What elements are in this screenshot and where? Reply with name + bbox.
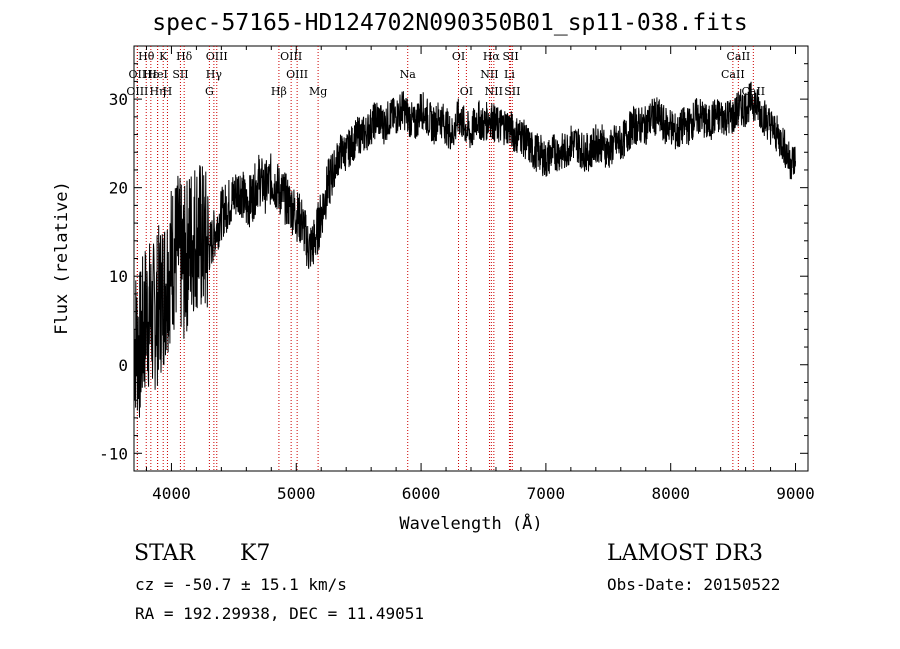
marker-label: OI — [452, 50, 465, 63]
plot-frame — [133, 45, 809, 472]
marker-label: K — [159, 50, 168, 63]
obs-date: Obs-Date: 20150522 — [607, 575, 781, 594]
marker-label: OI — [460, 85, 473, 98]
x-tick-label: 9000 — [776, 484, 815, 503]
marker-label: OIII — [286, 68, 308, 81]
redshift-text: cz = -50.7 ± 15.1 km/s — [135, 575, 347, 594]
object-subclass: K7 — [240, 541, 271, 566]
marker-label: OIII — [126, 85, 148, 98]
marker-label: HeI — [147, 68, 167, 81]
axis-ticks: 4000 5000 6000 7000 8000 9000 -10 0 10 20 30 — [99, 46, 815, 503]
marker-label: SII — [504, 85, 520, 98]
x-tick-label: 5000 — [277, 484, 316, 503]
x-tick-label: 6000 — [402, 484, 441, 503]
chart-title: spec-57165-HD124702N090350B01_sp11-038.f… — [152, 10, 748, 36]
marker-label: Hα — [483, 50, 501, 63]
y-tick-label: 30 — [109, 90, 128, 109]
x-tick-label: 7000 — [527, 484, 566, 503]
survey-name: LAMOST DR3 — [607, 541, 763, 566]
y-tick-label: 20 — [109, 179, 128, 198]
object-class: STAR — [134, 541, 195, 566]
y-axis-label: Flux (relative) — [52, 181, 72, 335]
marker-label: CaII — [727, 50, 751, 63]
line-markers — [136, 46, 754, 471]
marker-label: Hβ — [271, 85, 287, 98]
marker-label: CaII — [721, 68, 745, 81]
marker-label: SII — [172, 68, 188, 81]
marker-label: NII — [485, 85, 503, 98]
marker-label: Hδ — [176, 50, 193, 63]
marker-label: H — [163, 85, 173, 98]
marker-label: OII — [129, 68, 147, 81]
spectrum-line — [133, 81, 796, 418]
marker-label: NII — [480, 68, 498, 81]
marker-label: OIII — [280, 50, 302, 63]
marker-label: Li — [504, 68, 515, 81]
coordinates: RA = 192.29938, DEC = 11.49051 — [135, 604, 424, 623]
marker-label: CaII — [741, 85, 765, 98]
marker-label: SII — [502, 50, 518, 63]
x-tick-label: 8000 — [651, 484, 690, 503]
marker-label: Mg — [309, 85, 327, 98]
marker-label: Hθ — [138, 50, 155, 63]
x-tick-label: 4000 — [152, 484, 191, 503]
marker-label: Hε — [143, 68, 159, 81]
x-axis-label: Wavelength (Å) — [399, 512, 542, 534]
y-tick-label: 0 — [118, 356, 128, 375]
marker-label: OIII — [206, 50, 228, 63]
marker-label: Hγ — [206, 68, 223, 81]
marker-label: G — [205, 85, 214, 98]
y-tick-label: -10 — [99, 444, 128, 463]
marker-label: Hη — [149, 85, 165, 98]
marker-label: Na — [400, 68, 417, 81]
y-tick-label: 10 — [109, 267, 128, 286]
